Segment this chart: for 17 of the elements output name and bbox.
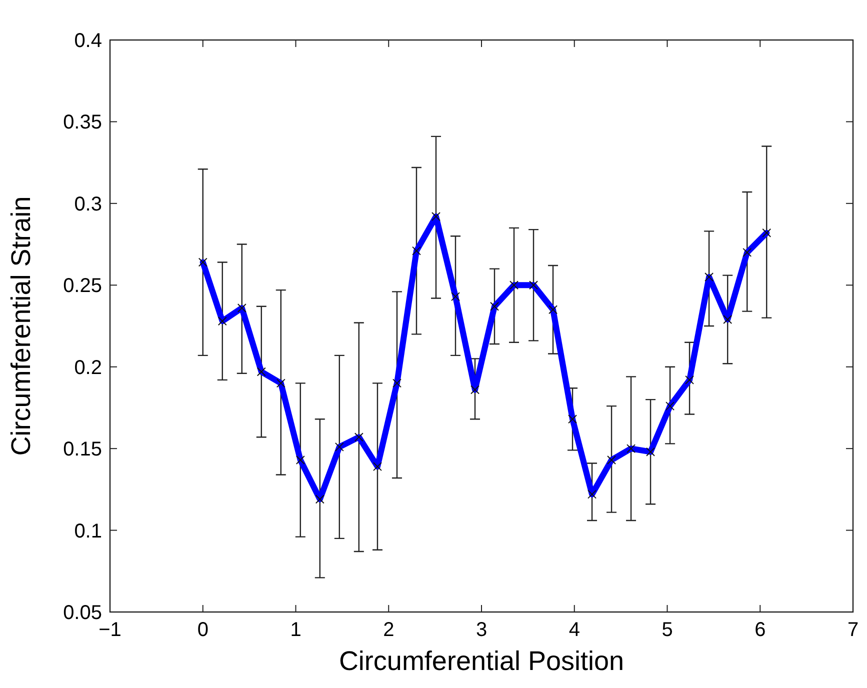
y-tick-label: 0.4 xyxy=(74,30,102,52)
x-tick-label: 6 xyxy=(754,619,766,641)
x-tick-label: 7 xyxy=(847,619,859,641)
x-tick-label: 1 xyxy=(290,619,302,641)
x-tick-label: 4 xyxy=(568,619,580,641)
y-tick-label: 0.25 xyxy=(63,275,102,298)
y-axis-title: Circumferential Strain xyxy=(6,196,36,456)
x-tick-label: 0 xyxy=(197,619,208,641)
y-tick-label: 0.35 xyxy=(63,112,102,134)
x-axis-title: Circumferential Position xyxy=(338,646,624,676)
y-tick-label: 0.1 xyxy=(74,520,102,542)
x-tick-label: 3 xyxy=(476,619,488,641)
y-tick-label: 0.15 xyxy=(63,438,102,461)
y-tick-label: 0.3 xyxy=(74,193,102,216)
x-tick-label: 2 xyxy=(383,619,394,641)
y-tick-label: 0.2 xyxy=(74,356,102,379)
x-tick-label: 5 xyxy=(662,619,673,641)
